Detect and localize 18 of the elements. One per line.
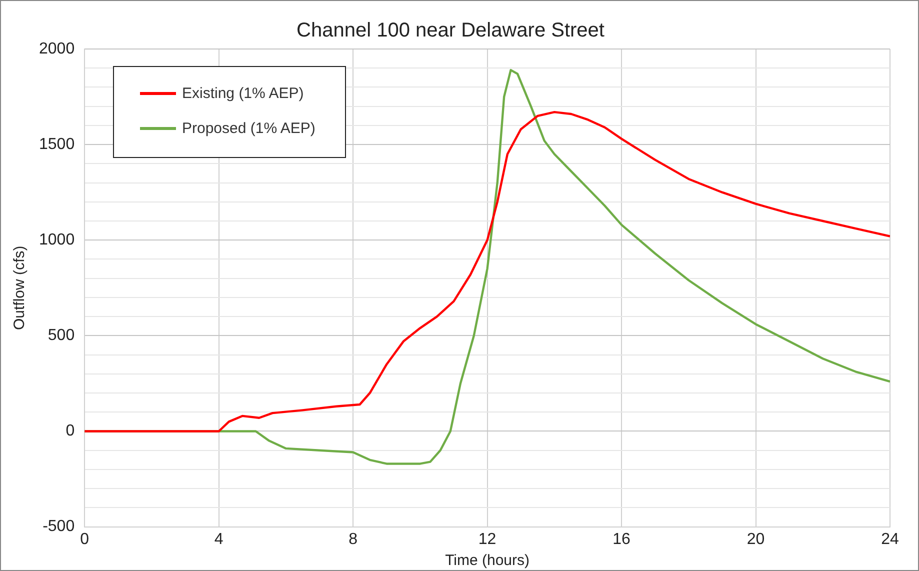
y-tick-label: 2000 xyxy=(39,40,75,58)
x-tick-label: 12 xyxy=(478,530,496,548)
y-axis-title: Outflow (cfs) xyxy=(11,246,28,330)
x-tick-label: 0 xyxy=(80,530,90,548)
y-tick-label: 500 xyxy=(48,327,75,344)
y-tick-label: 1000 xyxy=(39,232,75,249)
x-tick-label: 20 xyxy=(746,530,765,548)
y-tick-label: 1500 xyxy=(39,136,75,153)
chart-title: Channel 100 near Delaware Street xyxy=(296,20,605,42)
x-tick-label: 24 xyxy=(881,530,899,548)
x-tick-label: 4 xyxy=(214,530,224,548)
x-axis-title: Time (hours) xyxy=(445,552,530,570)
y-tick-label: 0 xyxy=(66,422,75,440)
x-tick-label: 16 xyxy=(612,530,631,548)
legend-label: Existing (1% AEP) xyxy=(182,85,304,102)
legend-label: Proposed (1% AEP) xyxy=(182,120,316,137)
y-tick-label: -500 xyxy=(42,518,75,536)
x-tick-label: 8 xyxy=(348,530,358,548)
